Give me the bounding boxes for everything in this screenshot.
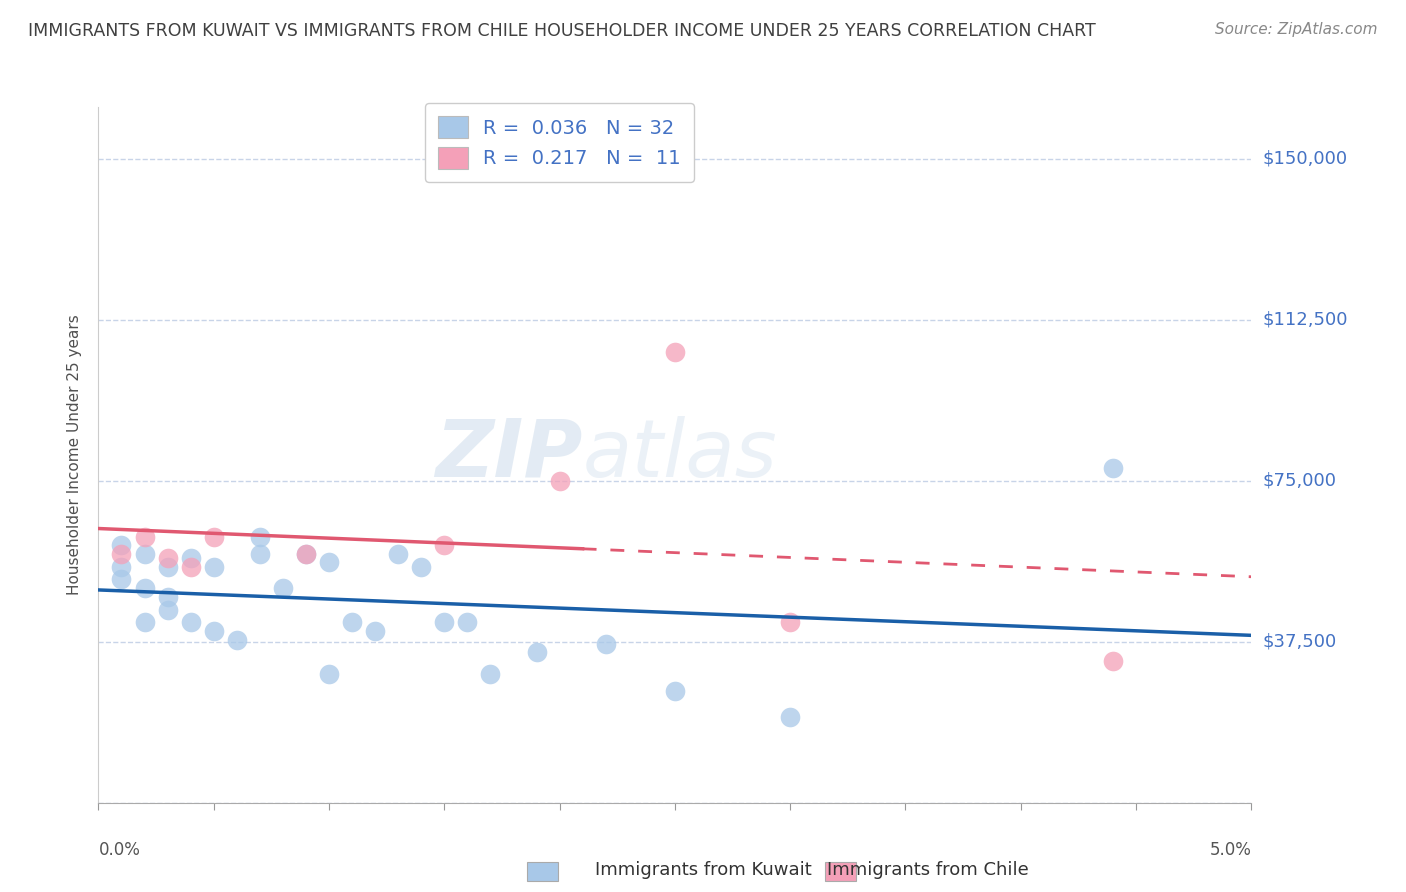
Point	[156, 602, 179, 616]
Point	[295, 547, 318, 561]
Point	[202, 529, 225, 543]
Point	[479, 667, 502, 681]
Point	[295, 547, 318, 561]
Point	[318, 667, 340, 681]
Text: 0.0%: 0.0%	[98, 841, 141, 859]
Point	[595, 637, 617, 651]
Point	[134, 547, 156, 561]
Text: Source: ZipAtlas.com: Source: ZipAtlas.com	[1215, 22, 1378, 37]
Text: $112,500: $112,500	[1263, 310, 1348, 328]
Legend: R =  0.036   N = 32, R =  0.217   N =  11: R = 0.036 N = 32, R = 0.217 N = 11	[425, 103, 695, 182]
Text: atlas: atlas	[582, 416, 778, 494]
Point	[1102, 654, 1125, 668]
Point	[225, 632, 247, 647]
Text: $37,500: $37,500	[1263, 632, 1337, 651]
Point	[271, 581, 294, 595]
Point	[779, 615, 801, 630]
Point	[202, 624, 225, 638]
Point	[156, 559, 179, 574]
Point	[110, 547, 132, 561]
Point	[664, 684, 686, 698]
Text: $150,000: $150,000	[1263, 150, 1347, 168]
Text: $75,000: $75,000	[1263, 472, 1337, 490]
Point	[364, 624, 387, 638]
Point	[134, 581, 156, 595]
Point	[110, 538, 132, 552]
Point	[134, 529, 156, 543]
Text: 5.0%: 5.0%	[1209, 841, 1251, 859]
Y-axis label: Householder Income Under 25 years: Householder Income Under 25 years	[67, 315, 83, 595]
Point	[411, 559, 433, 574]
Point	[318, 555, 340, 569]
Point	[433, 538, 456, 552]
Point	[664, 344, 686, 359]
Point	[249, 529, 271, 543]
Point	[180, 615, 202, 630]
Point	[387, 547, 409, 561]
Point	[779, 710, 801, 724]
Point	[156, 551, 179, 566]
Point	[1102, 460, 1125, 475]
Point	[456, 615, 478, 630]
Text: IMMIGRANTS FROM KUWAIT VS IMMIGRANTS FROM CHILE HOUSEHOLDER INCOME UNDER 25 YEAR: IMMIGRANTS FROM KUWAIT VS IMMIGRANTS FRO…	[28, 22, 1095, 40]
Point	[340, 615, 363, 630]
Point	[526, 645, 548, 659]
Point	[180, 559, 202, 574]
Text: Immigrants from Kuwait: Immigrants from Kuwait	[595, 861, 811, 879]
Text: ZIP: ZIP	[436, 416, 582, 494]
Text: Immigrants from Chile: Immigrants from Chile	[827, 861, 1029, 879]
Point	[249, 547, 271, 561]
Point	[548, 474, 571, 488]
Point	[134, 615, 156, 630]
Point	[110, 559, 132, 574]
Point	[202, 559, 225, 574]
Point	[110, 573, 132, 587]
Point	[156, 590, 179, 604]
Point	[180, 551, 202, 566]
Point	[433, 615, 456, 630]
